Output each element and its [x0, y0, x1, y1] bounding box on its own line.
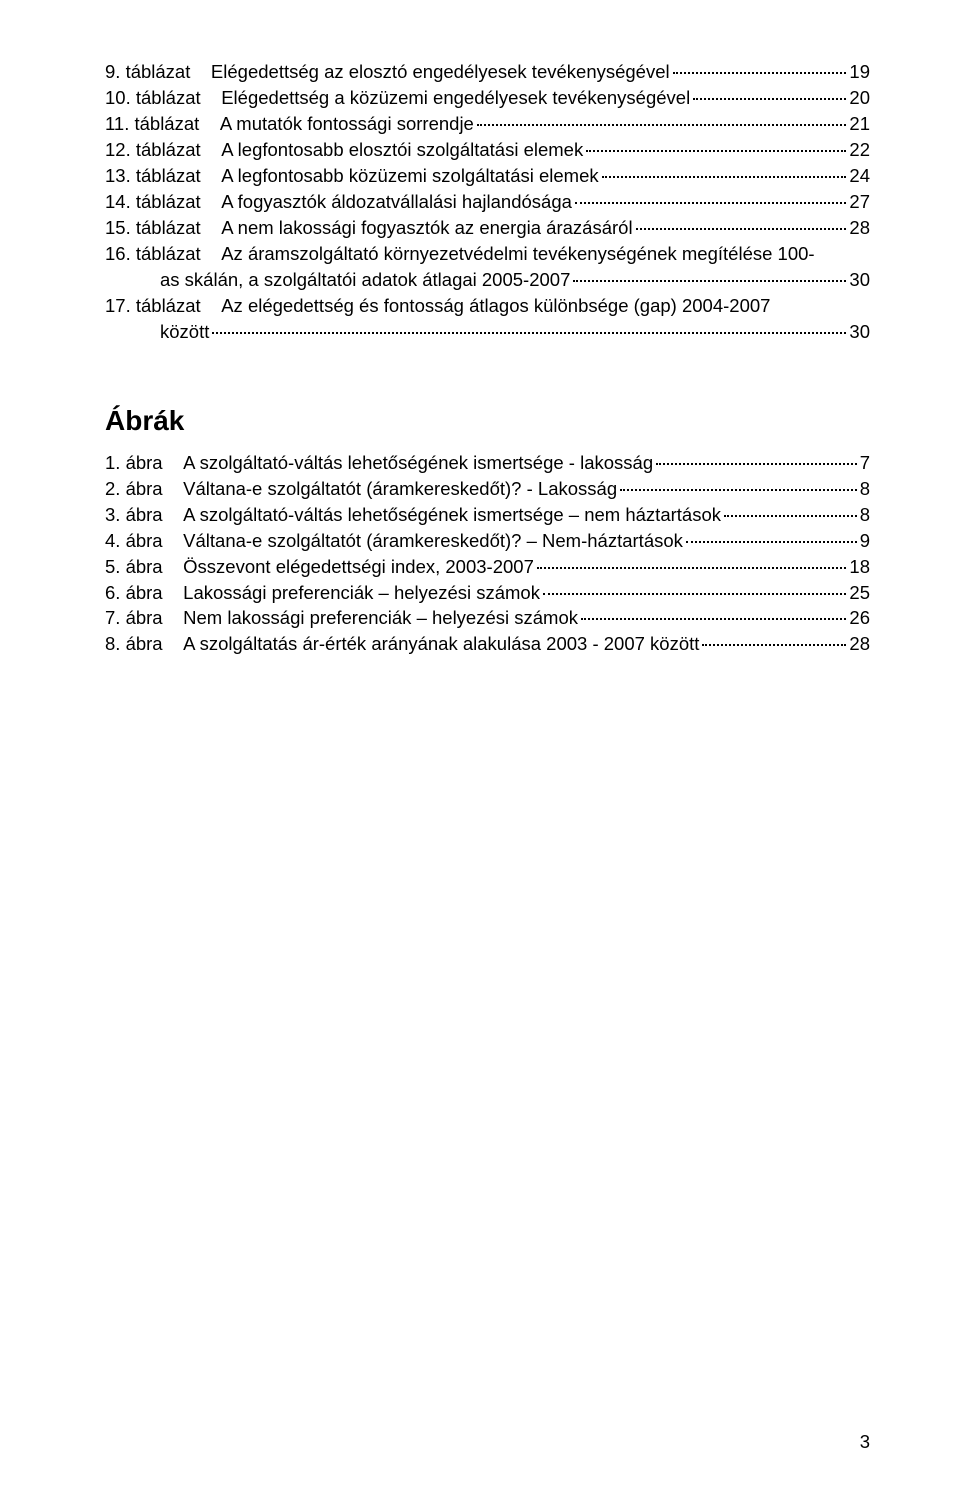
toc-leader-dots	[702, 644, 846, 646]
figures-heading: Ábrák	[105, 405, 870, 437]
toc-leader-dots	[693, 98, 846, 100]
toc-leader-dots	[573, 280, 846, 282]
toc-label: 10. táblázat Elégedettség a közüzemi eng…	[105, 86, 690, 111]
toc-label: 8. ábra A szolgáltatás ár-érték arányána…	[105, 632, 699, 657]
toc-label: 11. táblázat A mutatók fontossági sorren…	[105, 112, 474, 137]
toc-page-number: 9	[860, 529, 870, 554]
toc-page-number: 20	[849, 86, 870, 111]
toc-label: 7. ábra Nem lakossági preferenciák – hel…	[105, 606, 578, 631]
toc-leader-dots	[636, 228, 847, 230]
toc-page-number: 28	[849, 216, 870, 241]
toc-entry: 3. ábra A szolgáltató-váltás lehetőségén…	[105, 503, 870, 528]
toc-leader-dots	[656, 463, 857, 465]
page-number: 3	[860, 1431, 870, 1453]
toc-page-number: 21	[849, 112, 870, 137]
toc-page-number: 27	[849, 190, 870, 215]
tables-list: 9. táblázat Elégedettség az elosztó enge…	[105, 60, 870, 345]
toc-leader-dots	[602, 176, 847, 178]
toc-page-number: 30	[849, 268, 870, 293]
toc-entry: 13. táblázat A legfontosabb közüzemi szo…	[105, 164, 870, 189]
toc-entry: 8. ábra A szolgáltatás ár-érték arányána…	[105, 632, 870, 657]
toc-page-number: 7	[860, 451, 870, 476]
toc-entry: 1. ábra A szolgáltató-váltás lehetőségén…	[105, 451, 870, 476]
toc-leader-dots	[686, 541, 857, 543]
toc-page-number: 19	[849, 60, 870, 85]
toc-leader-dots	[581, 618, 846, 620]
toc-label: 14. táblázat A fogyasztók áldozatvállalá…	[105, 190, 572, 215]
toc-entry: 9. táblázat Elégedettség az elosztó enge…	[105, 60, 870, 85]
toc-label: 6. ábra Lakossági preferenciák – helyezé…	[105, 581, 540, 606]
toc-label: 5. ábra Összevont elégedettségi index, 2…	[105, 555, 534, 580]
toc-entry: 6. ábra Lakossági preferenciák – helyezé…	[105, 581, 870, 606]
toc-continuation-text: között	[160, 320, 209, 345]
toc-leader-dots	[724, 515, 857, 517]
toc-page-number: 8	[860, 477, 870, 502]
toc-leader-dots	[543, 593, 846, 595]
toc-entry: 17. táblázat Az elégedettség és fontossá…	[105, 294, 870, 319]
toc-label: 16. táblázat Az áramszolgáltató környeze…	[105, 242, 815, 267]
toc-leader-dots	[537, 567, 847, 569]
toc-page-number: 22	[849, 138, 870, 163]
toc-page-number: 18	[849, 555, 870, 580]
toc-page-number: 25	[849, 581, 870, 606]
toc-label: 4. ábra Váltana-e szolgáltatót (áramkere…	[105, 529, 683, 554]
toc-page-number: 8	[860, 503, 870, 528]
toc-label: 13. táblázat A legfontosabb közüzemi szo…	[105, 164, 599, 189]
toc-page-number: 26	[849, 606, 870, 631]
toc-label: 17. táblázat Az elégedettség és fontossá…	[105, 294, 770, 319]
toc-entry: 11. táblázat A mutatók fontossági sorren…	[105, 112, 870, 137]
toc-entry: 14. táblázat A fogyasztók áldozatvállalá…	[105, 190, 870, 215]
toc-entry-continuation: as skálán, a szolgáltatói adatok átlagai…	[105, 268, 870, 293]
toc-label: 2. ábra Váltana-e szolgáltatót (áramkere…	[105, 477, 617, 502]
toc-leader-dots	[586, 150, 846, 152]
toc-leader-dots	[673, 72, 847, 74]
toc-entry: 16. táblázat Az áramszolgáltató környeze…	[105, 242, 870, 267]
toc-label: 12. táblázat A legfontosabb elosztói szo…	[105, 138, 583, 163]
toc-entry: 2. ábra Váltana-e szolgáltatót (áramkere…	[105, 477, 870, 502]
toc-entry: 15. táblázat A nem lakossági fogyasztók …	[105, 216, 870, 241]
toc-page-number: 28	[849, 632, 870, 657]
toc-label: 1. ábra A szolgáltató-váltás lehetőségén…	[105, 451, 653, 476]
toc-leader-dots	[575, 202, 847, 204]
figures-list: 1. ábra A szolgáltató-váltás lehetőségén…	[105, 451, 870, 658]
toc-leader-dots	[477, 124, 847, 126]
toc-entry: 7. ábra Nem lakossági preferenciák – hel…	[105, 606, 870, 631]
toc-entry: 5. ábra Összevont elégedettségi index, 2…	[105, 555, 870, 580]
toc-leader-dots	[620, 489, 857, 491]
toc-page-number: 30	[849, 320, 870, 345]
toc-entry: 4. ábra Váltana-e szolgáltatót (áramkere…	[105, 529, 870, 554]
toc-label: 15. táblázat A nem lakossági fogyasztók …	[105, 216, 633, 241]
toc-label: 3. ábra A szolgáltató-váltás lehetőségén…	[105, 503, 721, 528]
toc-label: 9. táblázat Elégedettség az elosztó enge…	[105, 60, 670, 85]
toc-continuation-text: as skálán, a szolgáltatói adatok átlagai…	[160, 268, 570, 293]
toc-leader-dots	[212, 332, 846, 334]
toc-page-number: 24	[849, 164, 870, 189]
toc-entry-continuation: között 30	[105, 320, 870, 345]
toc-entry: 10. táblázat Elégedettség a közüzemi eng…	[105, 86, 870, 111]
toc-entry: 12. táblázat A legfontosabb elosztói szo…	[105, 138, 870, 163]
